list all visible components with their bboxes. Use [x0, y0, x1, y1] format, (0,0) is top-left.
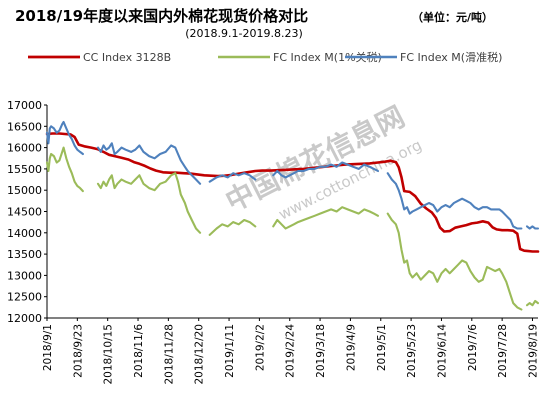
series-line-3-segment-4 — [272, 161, 380, 179]
y-tick-label: 14500 — [7, 206, 42, 219]
unit-label: （单位：元/吨） — [412, 10, 493, 24]
y-tick-label: 12000 — [7, 312, 42, 325]
x-tick-label: 2019/7/6 — [467, 324, 479, 371]
legend-label-1: CC Index 3128B — [83, 51, 171, 64]
y-tick-label: 13500 — [7, 248, 42, 261]
series-line-2-segment-2 — [96, 172, 202, 234]
series-line-3-segment-3 — [208, 172, 257, 183]
x-tick-label: 2019/1/11 — [224, 324, 236, 378]
axes: 12000 12500 13000 13500 14000 14500 15000 15500… — [7, 99, 539, 385]
plot-area — [45, 120, 540, 311]
x-tick-label: 2019/2/2 — [254, 324, 266, 371]
y-tick-label: 14000 — [7, 227, 42, 240]
x-tick-label: 2019/6/14 — [436, 324, 448, 378]
series-line-2-segment-4 — [272, 206, 380, 230]
y-tick-label: 15000 — [7, 184, 42, 197]
x-tick-label: 2018/11/28 — [163, 324, 175, 385]
series-line-3-segment-1 — [45, 120, 84, 156]
series-line-2-segment-6 — [525, 299, 540, 307]
series-line-2-segment-3 — [208, 218, 257, 236]
series-line-3-segment-6 — [525, 225, 540, 230]
x-tick-label: 2019/4/9 — [345, 324, 357, 371]
y-tick-label: 16500 — [7, 120, 42, 133]
y-tick-label: 12500 — [7, 291, 42, 304]
chart-title: 2018/19年度以来国内外棉花现货价格对比 — [15, 7, 308, 25]
y-tick-label: 15500 — [7, 163, 42, 176]
series-line-2-segment-1 — [45, 146, 84, 193]
x-tick-label: 2019/5/1 — [376, 324, 388, 371]
x-tick-label: 2019/5/23 — [406, 324, 418, 378]
x-tick-label: 2019/8/19 — [527, 324, 539, 378]
series-line-3-segment-2 — [96, 142, 202, 185]
y-tick-label: 16000 — [7, 142, 42, 155]
x-tick-label: 2019/3/18 — [315, 324, 327, 378]
series-line-3-segment-5 — [386, 172, 523, 230]
x-tick-label: 2018/10/15 — [103, 324, 115, 385]
x-tick-label: 2018/12/20 — [194, 324, 206, 385]
x-tick-label: 2019/7/28 — [497, 324, 509, 378]
x-tick-label: 2018/9/23 — [72, 324, 84, 378]
chart-subtitle: (2018.9.1-2019.8.23) — [185, 27, 303, 40]
series-line-2-segment-5 — [386, 212, 523, 311]
x-tick-label: 2018/9/1 — [42, 324, 54, 371]
legend: CC Index 3128B FC Index M(1%关税) FC Index M… — [28, 50, 502, 64]
legend-label-2: FC Index M(1%关税) — [273, 50, 382, 64]
y-tick-label: 17000 — [7, 99, 42, 112]
x-tick-label: 2019/2/24 — [285, 324, 297, 378]
y-tick-label: 13000 — [7, 269, 42, 282]
legend-label-3: FC Index M(滑准税) — [400, 50, 502, 64]
x-tick-label: 2018/11/6 — [133, 324, 145, 378]
